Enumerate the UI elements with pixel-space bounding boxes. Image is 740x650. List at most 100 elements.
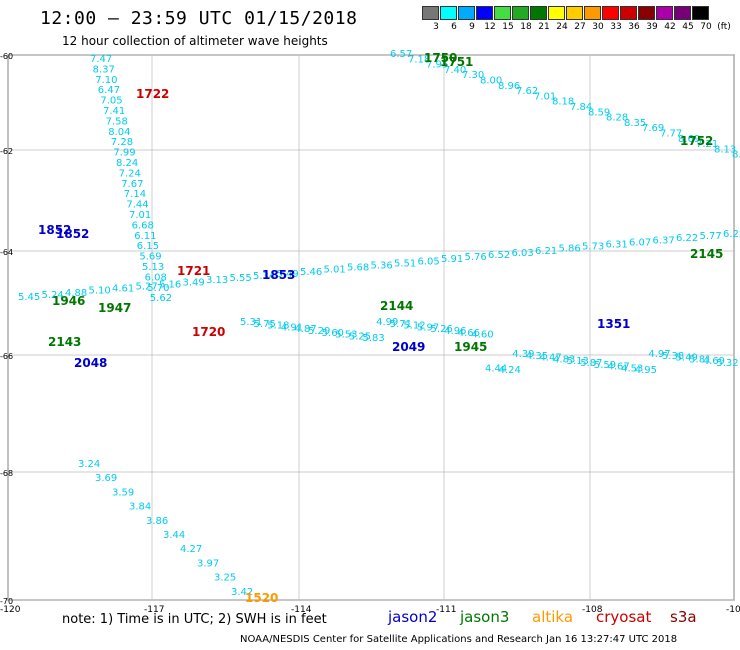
swh-value-label: 5.45 [18,292,40,303]
longitude-tick-label: -10 [726,605,740,615]
swh-value-label: 3.49 [183,277,205,288]
swh-value-label: 5.31 [240,317,262,328]
legend-label: 70 [700,22,712,32]
swh-value-label: 4.99 [376,317,398,328]
swh-value-label: 7.58 [106,116,128,127]
swh-value-label: 4.88 [65,288,87,299]
swh-value-label: 7.95 [426,60,448,71]
swh-value-label: 7.47 [90,54,112,65]
swh-value-label: 6.05 [418,256,440,267]
legend-swatch [548,6,565,20]
swh-value-label: 6.15 [137,241,159,252]
swh-value-label: 3.97 [197,558,219,569]
swh-value-label: 3.24 [78,459,100,470]
satellite-name-jason2: jason2 [388,608,438,626]
legend-label: 6 [451,22,457,32]
swh-value-label: 7.40 [444,65,466,76]
swh-value-label: 5.81 [689,354,711,365]
longitude-tick-label: -120 [0,605,21,615]
swh-value-label: 8.24 [116,158,138,169]
swh-value-label: 8.04 [108,127,130,138]
pass-time-label: 2048 [74,356,107,370]
satellite-name-s3a: s3a [670,608,697,626]
swh-value-label: 8.28 [606,113,628,124]
swh-value-label: 6.22 [676,233,698,244]
legend-swatch [512,6,529,20]
page-subtitle: 12 hour collection of altimeter wave hei… [62,34,328,48]
swh-value-label: 5.77 [700,231,722,242]
swh-value-label: 5.71 [390,319,412,330]
satellite-name-jason3: jason3 [460,608,510,626]
swh-value-label: 4.96 [444,326,466,337]
pass-time-label: 1520 [245,591,278,605]
swh-value-label: 3.59 [112,487,134,498]
legend-label: 27 [574,22,586,32]
longitude-tick-label: -117 [144,605,164,615]
swh-value-label: 4.61 [112,284,134,295]
swh-value-label: 8.00 [480,76,502,87]
swh-value-label: 5.12 [403,321,425,332]
swh-value-label: 5.18 [267,321,289,332]
pass-time-label: 1947 [98,301,131,315]
legend-label: 30 [592,22,604,32]
swh-value-label: 4.69 [703,356,725,367]
legend-swatch [602,6,619,20]
pass-time-label: 1852 [38,223,71,237]
swh-value-label: 7.28 [111,137,133,148]
swh-value-label: 6.47 [98,85,120,96]
longitude-tick-label: -108 [582,605,603,615]
swh-value-label: 4.53 [621,363,643,374]
swh-value-label: 5.73 [582,242,604,253]
swh-value-label: 5.75 [254,319,276,330]
pass-time-label: 1721 [177,264,210,278]
swh-value-label: 3.42 [231,587,253,598]
legend-swatch [656,6,673,20]
satellite-name-altika: altika [532,608,574,626]
pass-time-label: 1720 [192,325,225,339]
pass-time-label: 1945 [454,340,487,354]
swh-value-label: 7.41 [103,106,125,117]
swh-value-label: 5.01 [324,265,346,276]
swh-value-label: 5.53 [335,330,357,341]
legend-swatch [530,6,547,20]
swh-value-label: 4.95 [635,365,657,376]
satellite-name-cryosat: cryosat [596,608,652,626]
swh-value-label: 5.86 [559,244,581,255]
swh-value-label: 3.84 [129,502,151,513]
swh-value-label: 6.25 [723,229,740,240]
swh-value-label: 7.10 [95,75,117,86]
legend-swatch [458,6,475,20]
legend-swatch [584,6,601,20]
legend-swatch [476,6,493,20]
swh-value-label: 6.03 [512,248,534,259]
legend-label: 36 [628,22,640,32]
swh-value-label: 4.35 [526,351,548,362]
swh-value-label: 6.37 [653,235,675,246]
swh-value-label: 7.01 [534,91,556,102]
legend-swatch [692,6,709,20]
swh-value-label: 3.44 [163,530,185,541]
swh-value-label: 3.13 [206,275,228,286]
swh-value-label: 5.13 [142,262,164,273]
pass-time-label: 1852 [56,227,89,241]
swh-value-label: 4.39 [512,349,534,360]
legend-label: 21 [538,22,550,32]
swh-value-label: 5.34 [253,271,275,282]
swh-value-label: 7.30 [462,70,484,81]
swh-value-label: 7.24 [119,168,141,179]
legend-swatch [674,6,691,20]
swh-value-label: 4.67 [608,362,630,373]
legend-label: 12 [484,22,496,32]
swh-value-label: 5.60 [322,328,344,339]
swh-value-label: 6.21 [535,246,557,257]
swh-value-label: 7.14 [124,189,146,200]
swh-value-label: 8.96 [498,81,520,92]
swh-value-label: 8.35 [624,118,646,129]
swh-value-label: 6.08 [145,272,167,283]
swh-value-label: 7.44 [126,200,148,211]
swh-value-label: 5.70 [147,283,169,294]
pass-time-label: 1751 [440,55,473,69]
swh-value-label: 7.99 [113,148,135,159]
swh-value-label: 4.91 [281,322,303,333]
legend-swatch [620,6,637,20]
